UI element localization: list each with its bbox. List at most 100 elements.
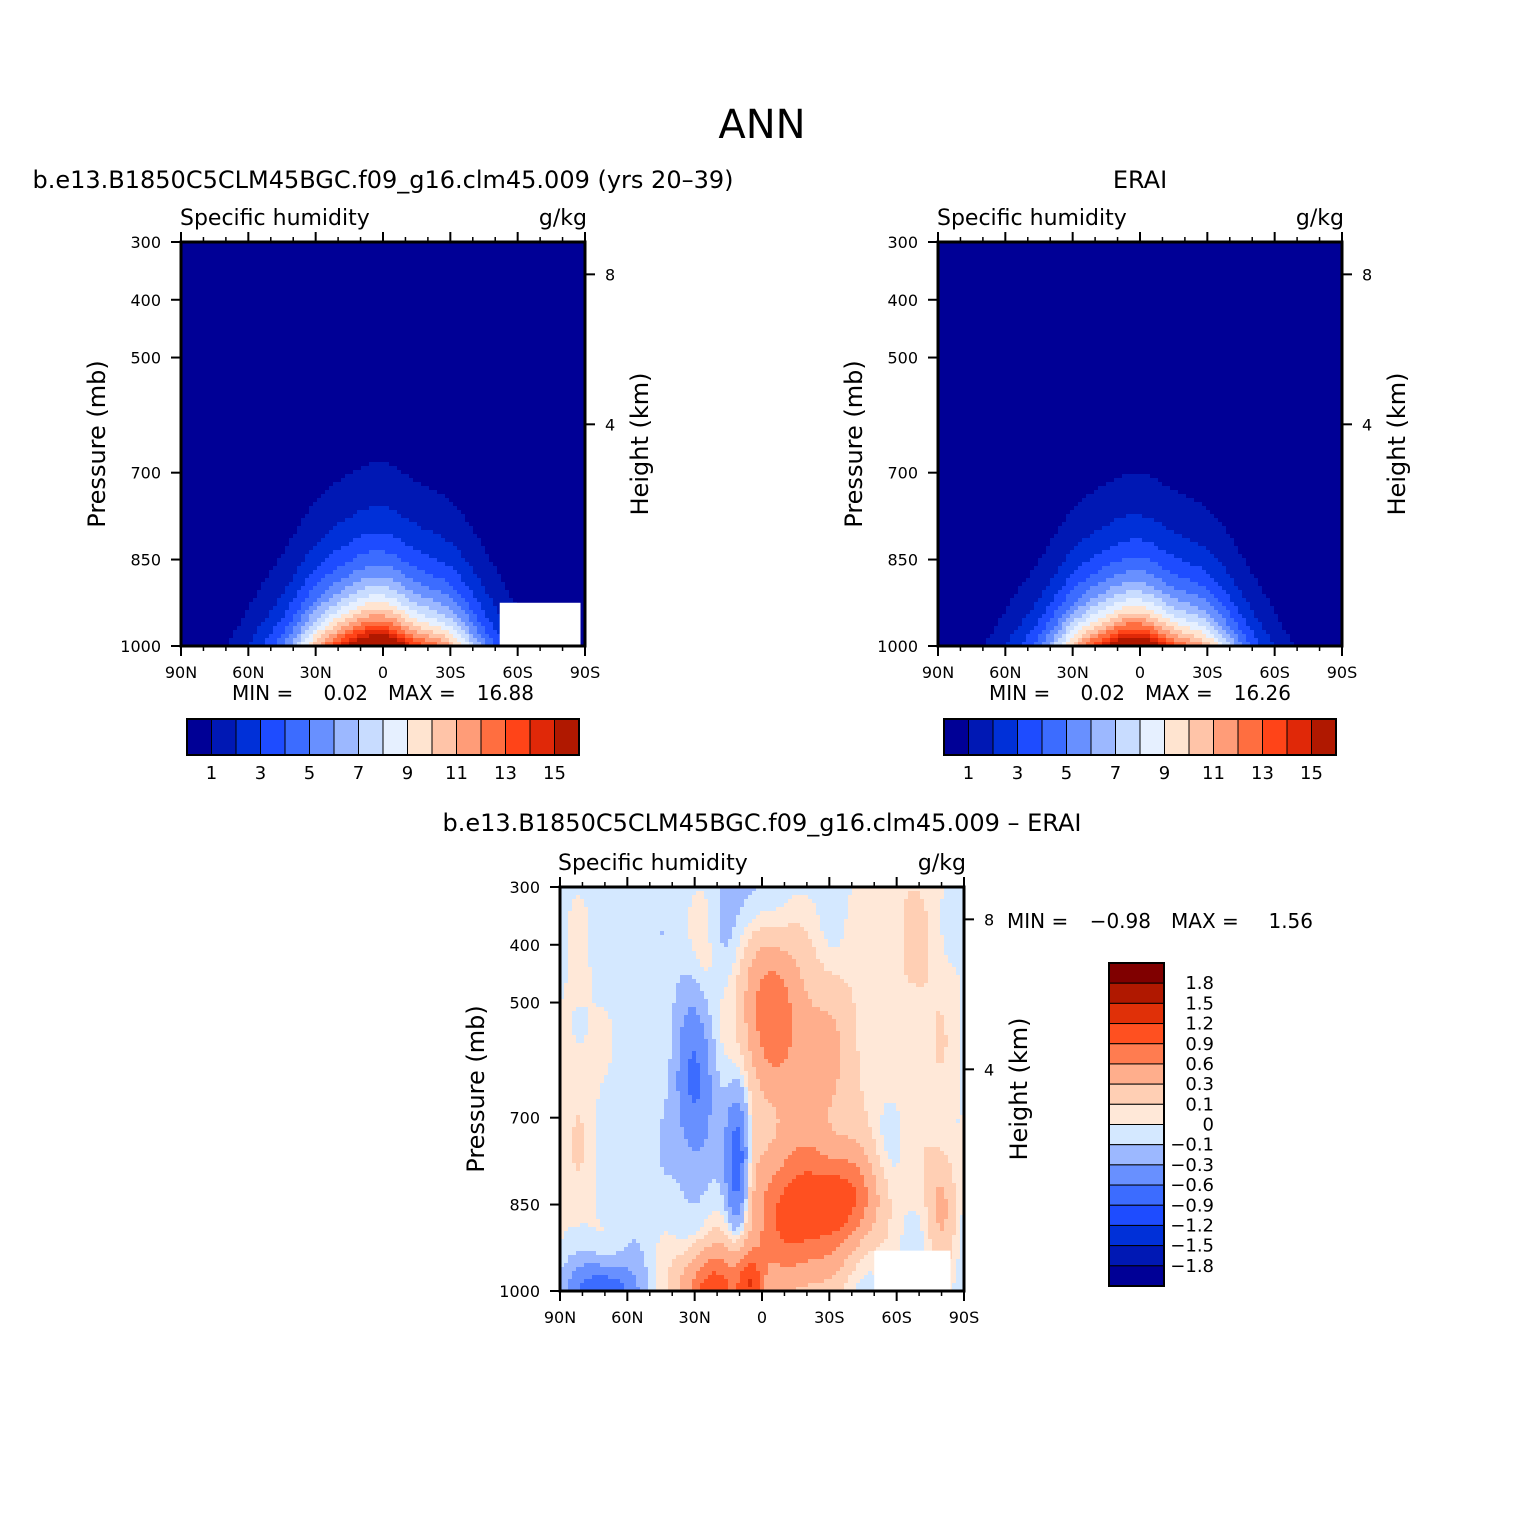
contour-cell xyxy=(716,1055,729,1060)
contour-cell xyxy=(844,931,905,936)
contour-cell xyxy=(181,286,586,291)
contour-cell xyxy=(808,895,849,900)
contour-cell xyxy=(900,1123,965,1128)
contour-cell xyxy=(756,1027,793,1032)
contour-cell xyxy=(181,558,278,563)
contour-cell xyxy=(1238,638,1247,643)
missing-data-mask xyxy=(874,1250,951,1290)
contour-cell xyxy=(836,1087,861,1092)
contour-cell xyxy=(1066,518,1115,523)
contour-cell xyxy=(920,1227,929,1232)
contour-cell xyxy=(588,1011,609,1016)
contour-cell xyxy=(560,1223,581,1228)
contour-cell xyxy=(341,606,358,611)
contour-cell xyxy=(297,642,302,647)
contour-cell xyxy=(896,1163,925,1168)
contour-cell xyxy=(792,1039,841,1044)
contour-cell xyxy=(1166,638,1175,643)
contour-cell xyxy=(317,566,338,571)
contour-cell xyxy=(421,482,586,487)
right-label: g/kg xyxy=(918,851,966,876)
contour-cell xyxy=(1174,642,1187,647)
contour-cell xyxy=(560,1243,629,1248)
contour-cell xyxy=(960,1243,965,1248)
min-label: MIN = xyxy=(1007,909,1068,933)
contour-cell xyxy=(1226,622,1239,627)
colorbar: 1 3 5 7 9 11 13 15 xyxy=(186,718,580,784)
contour-cell xyxy=(938,250,1343,255)
contour-cell xyxy=(493,562,586,567)
contour-cell xyxy=(724,1219,729,1224)
contour-cell xyxy=(704,1279,729,1284)
contour-cell xyxy=(325,642,334,647)
contour-cell xyxy=(938,498,1083,503)
contour-cell xyxy=(880,1119,901,1124)
contour-cell xyxy=(760,987,789,992)
contour-cell xyxy=(756,1067,841,1072)
contour-cell xyxy=(704,1191,721,1196)
contour-cell xyxy=(804,1171,813,1176)
contour-cell xyxy=(960,1223,965,1228)
contour-cell xyxy=(840,1051,861,1056)
contour-cell xyxy=(612,1023,673,1028)
contour-cell xyxy=(908,979,929,984)
contour-cell xyxy=(938,606,1007,611)
contour-cell xyxy=(708,899,721,904)
contour-cell xyxy=(564,987,593,992)
contour-cell xyxy=(361,610,394,615)
contour-cell xyxy=(940,919,965,924)
contour-cell xyxy=(584,1147,597,1152)
contour-cell xyxy=(1054,626,1063,631)
contour-cell xyxy=(1222,626,1231,631)
contour-cell xyxy=(756,995,789,1000)
contour-cell xyxy=(938,630,995,635)
contour-cell xyxy=(1046,546,1075,551)
contour-cell xyxy=(938,550,1047,555)
contour-cell xyxy=(956,1195,965,1200)
contour-cell xyxy=(425,614,446,619)
contour-cell xyxy=(588,955,697,960)
contour-cell xyxy=(938,534,1055,539)
contour-cell xyxy=(900,1139,965,1144)
contour-cell xyxy=(457,630,466,635)
contour-cell xyxy=(752,1159,761,1164)
contour-cell xyxy=(888,1235,901,1240)
contour-cell xyxy=(596,1215,709,1220)
contour-cell xyxy=(768,1183,789,1188)
contour-cell xyxy=(313,602,322,607)
contour-cell xyxy=(716,1179,725,1184)
contour-cell xyxy=(181,598,254,603)
contour-cell xyxy=(1030,574,1055,579)
contour-cell xyxy=(936,1039,949,1044)
contour-cell xyxy=(1054,598,1067,603)
contour-cell xyxy=(1054,574,1071,579)
contour-cell xyxy=(720,907,741,912)
colorbar-label: 15 xyxy=(1300,763,1323,784)
contour-cell xyxy=(748,967,801,972)
contour-cell xyxy=(832,1275,849,1280)
contour-cell xyxy=(700,1095,713,1100)
contour-cell xyxy=(904,931,929,936)
contour-cell xyxy=(904,959,929,964)
contour-cell xyxy=(860,1079,961,1084)
contour-cell xyxy=(560,1287,569,1292)
contour-cell xyxy=(672,1011,689,1016)
contour-cell xyxy=(736,987,749,992)
contour-cell xyxy=(341,598,358,603)
contour-cell xyxy=(181,354,586,359)
contour-cell xyxy=(752,1115,777,1120)
contour-cell xyxy=(397,466,586,471)
contour-cell xyxy=(884,1143,901,1148)
contour-cell xyxy=(728,1287,737,1292)
contour-cell xyxy=(904,903,925,908)
contour-cell xyxy=(724,943,729,948)
contour-cell xyxy=(960,1255,965,1260)
contour-cell xyxy=(608,1063,669,1068)
contour-cell xyxy=(1070,590,1087,595)
contour-cell xyxy=(904,1227,921,1232)
colorbar-swatch xyxy=(505,718,531,756)
contour-cell xyxy=(944,1219,957,1224)
contour-cell xyxy=(433,574,462,579)
contour-cell xyxy=(728,1279,741,1284)
contour-cell xyxy=(744,1231,749,1236)
